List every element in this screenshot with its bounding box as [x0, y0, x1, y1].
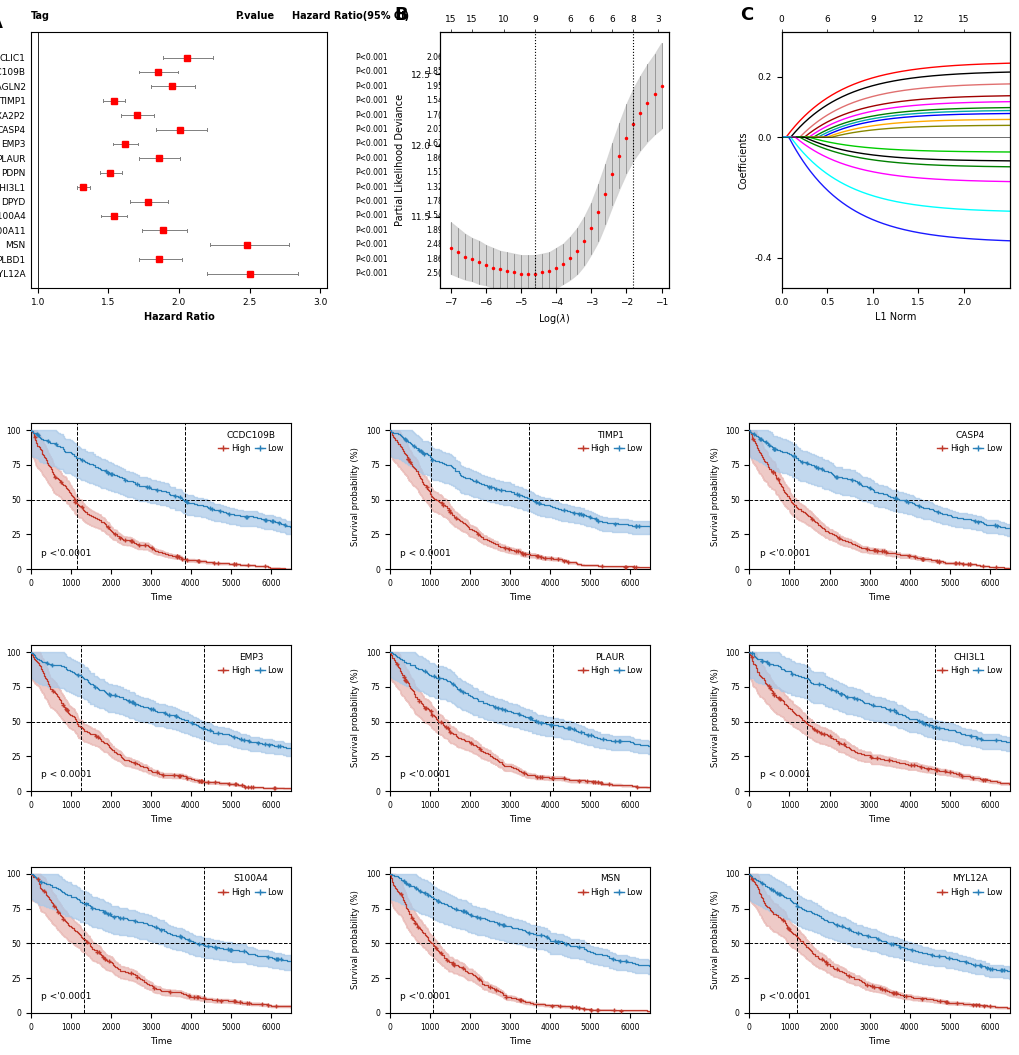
Text: P<0.001: P<0.001 [356, 139, 388, 149]
Text: A: A [0, 14, 3, 32]
Text: P<0.001: P<0.001 [356, 254, 388, 264]
Legend: High, Low: High, Low [932, 649, 1005, 678]
Y-axis label: Survival probability (%): Survival probability (%) [351, 890, 360, 990]
Legend: High, Low: High, Low [932, 871, 1005, 900]
Text: p <'0.0001: p <'0.0001 [759, 549, 809, 557]
Text: Tag: Tag [31, 12, 50, 21]
Legend: High, Low: High, Low [574, 871, 646, 900]
X-axis label: L1 Norm: L1 Norm [874, 312, 915, 322]
Text: 1.86(1.72,2.02): 1.86(1.72,2.02) [426, 254, 484, 264]
X-axis label: Time: Time [867, 816, 890, 824]
Text: p <'0.0001: p <'0.0001 [41, 549, 92, 557]
X-axis label: Time: Time [150, 816, 172, 824]
Text: P<0.001: P<0.001 [356, 269, 388, 279]
Text: P<0.001: P<0.001 [356, 82, 388, 91]
Text: P<0.001: P<0.001 [356, 53, 388, 62]
Y-axis label: Partial Likelihood Deviance: Partial Likelihood Deviance [394, 94, 405, 226]
Y-axis label: Survival probability (%): Survival probability (%) [351, 447, 360, 545]
Text: p <'0.0001: p <'0.0001 [400, 992, 450, 1001]
Y-axis label: Coefficients: Coefficients [738, 131, 748, 189]
Text: P<0.001: P<0.001 [356, 111, 388, 119]
Text: 1.86(1.72,2.01): 1.86(1.72,2.01) [426, 154, 484, 162]
Text: 1.89(1.74,2.06): 1.89(1.74,2.06) [426, 226, 485, 235]
X-axis label: Hazard Ratio: Hazard Ratio [144, 312, 214, 322]
X-axis label: Time: Time [867, 1037, 890, 1047]
X-axis label: Time: Time [508, 816, 531, 824]
Text: P<0.001: P<0.001 [356, 211, 388, 220]
X-axis label: Log($\lambda$): Log($\lambda$) [538, 312, 570, 326]
Text: 1.85(1.72,1.99): 1.85(1.72,1.99) [426, 68, 484, 76]
X-axis label: Time: Time [508, 1037, 531, 1047]
Y-axis label: Survival probability (%): Survival probability (%) [351, 669, 360, 767]
Text: B: B [394, 6, 408, 24]
Text: 1.32(1.28,1.37): 1.32(1.28,1.37) [426, 183, 484, 192]
Legend: High, Low: High, Low [574, 427, 646, 457]
Text: 2.01(1.84,2.2): 2.01(1.84,2.2) [426, 126, 480, 134]
Text: P<0.001: P<0.001 [356, 68, 388, 76]
Text: 1.54(1.46,1.62): 1.54(1.46,1.62) [426, 96, 485, 106]
Legend: High, Low: High, Low [574, 649, 646, 678]
Text: P.value: P.value [235, 12, 274, 21]
Text: C: C [740, 6, 753, 24]
X-axis label: Time: Time [508, 594, 531, 602]
Text: P<0.001: P<0.001 [356, 96, 388, 106]
Text: 1.54(1.45,1.63): 1.54(1.45,1.63) [426, 211, 485, 220]
Text: p < 0.0001: p < 0.0001 [41, 770, 92, 780]
Y-axis label: Survival probability (%): Survival probability (%) [710, 890, 718, 990]
Legend: High, Low: High, Low [215, 649, 286, 678]
Text: p < 0.0001: p < 0.0001 [759, 770, 810, 780]
X-axis label: Time: Time [150, 1037, 172, 1047]
Text: p < 0.0001: p < 0.0001 [400, 549, 450, 557]
Text: p <'0.0001: p <'0.0001 [759, 992, 809, 1001]
X-axis label: Time: Time [150, 594, 172, 602]
Y-axis label: Survival probability (%): Survival probability (%) [710, 447, 718, 545]
Text: P<0.001: P<0.001 [356, 241, 388, 249]
Text: 2.5(2.2,2.84): 2.5(2.2,2.84) [426, 269, 475, 279]
Text: 1.62(1.53,1.71): 1.62(1.53,1.71) [426, 139, 484, 149]
Text: 2.06(1.89,2.24): 2.06(1.89,2.24) [426, 53, 484, 62]
Text: 1.51(1.44,1.6): 1.51(1.44,1.6) [426, 168, 480, 177]
Legend: High, Low: High, Low [215, 871, 286, 900]
Legend: High, Low: High, Low [932, 427, 1005, 457]
Text: P<0.001: P<0.001 [356, 154, 388, 162]
Text: P<0.001: P<0.001 [356, 168, 388, 177]
Text: P<0.001: P<0.001 [356, 197, 388, 206]
Text: Hazard Ratio(95% CI): Hazard Ratio(95% CI) [291, 12, 409, 21]
Y-axis label: Survival probability (%): Survival probability (%) [710, 669, 718, 767]
Text: p <'0.0001: p <'0.0001 [400, 770, 450, 780]
Text: 2.48(2.22,2.78): 2.48(2.22,2.78) [426, 241, 484, 249]
Text: P<0.001: P<0.001 [356, 226, 388, 235]
Text: 1.95(1.8,2.11): 1.95(1.8,2.11) [426, 82, 480, 91]
Text: p <'0.0001: p <'0.0001 [41, 992, 92, 1001]
X-axis label: Time: Time [867, 594, 890, 602]
Text: 1.7(1.59,1.82): 1.7(1.59,1.82) [426, 111, 480, 119]
Legend: High, Low: High, Low [215, 427, 286, 457]
Text: P<0.001: P<0.001 [356, 183, 388, 192]
Text: P<0.001: P<0.001 [356, 126, 388, 134]
Text: 1.78(1.65,1.92): 1.78(1.65,1.92) [426, 197, 484, 206]
